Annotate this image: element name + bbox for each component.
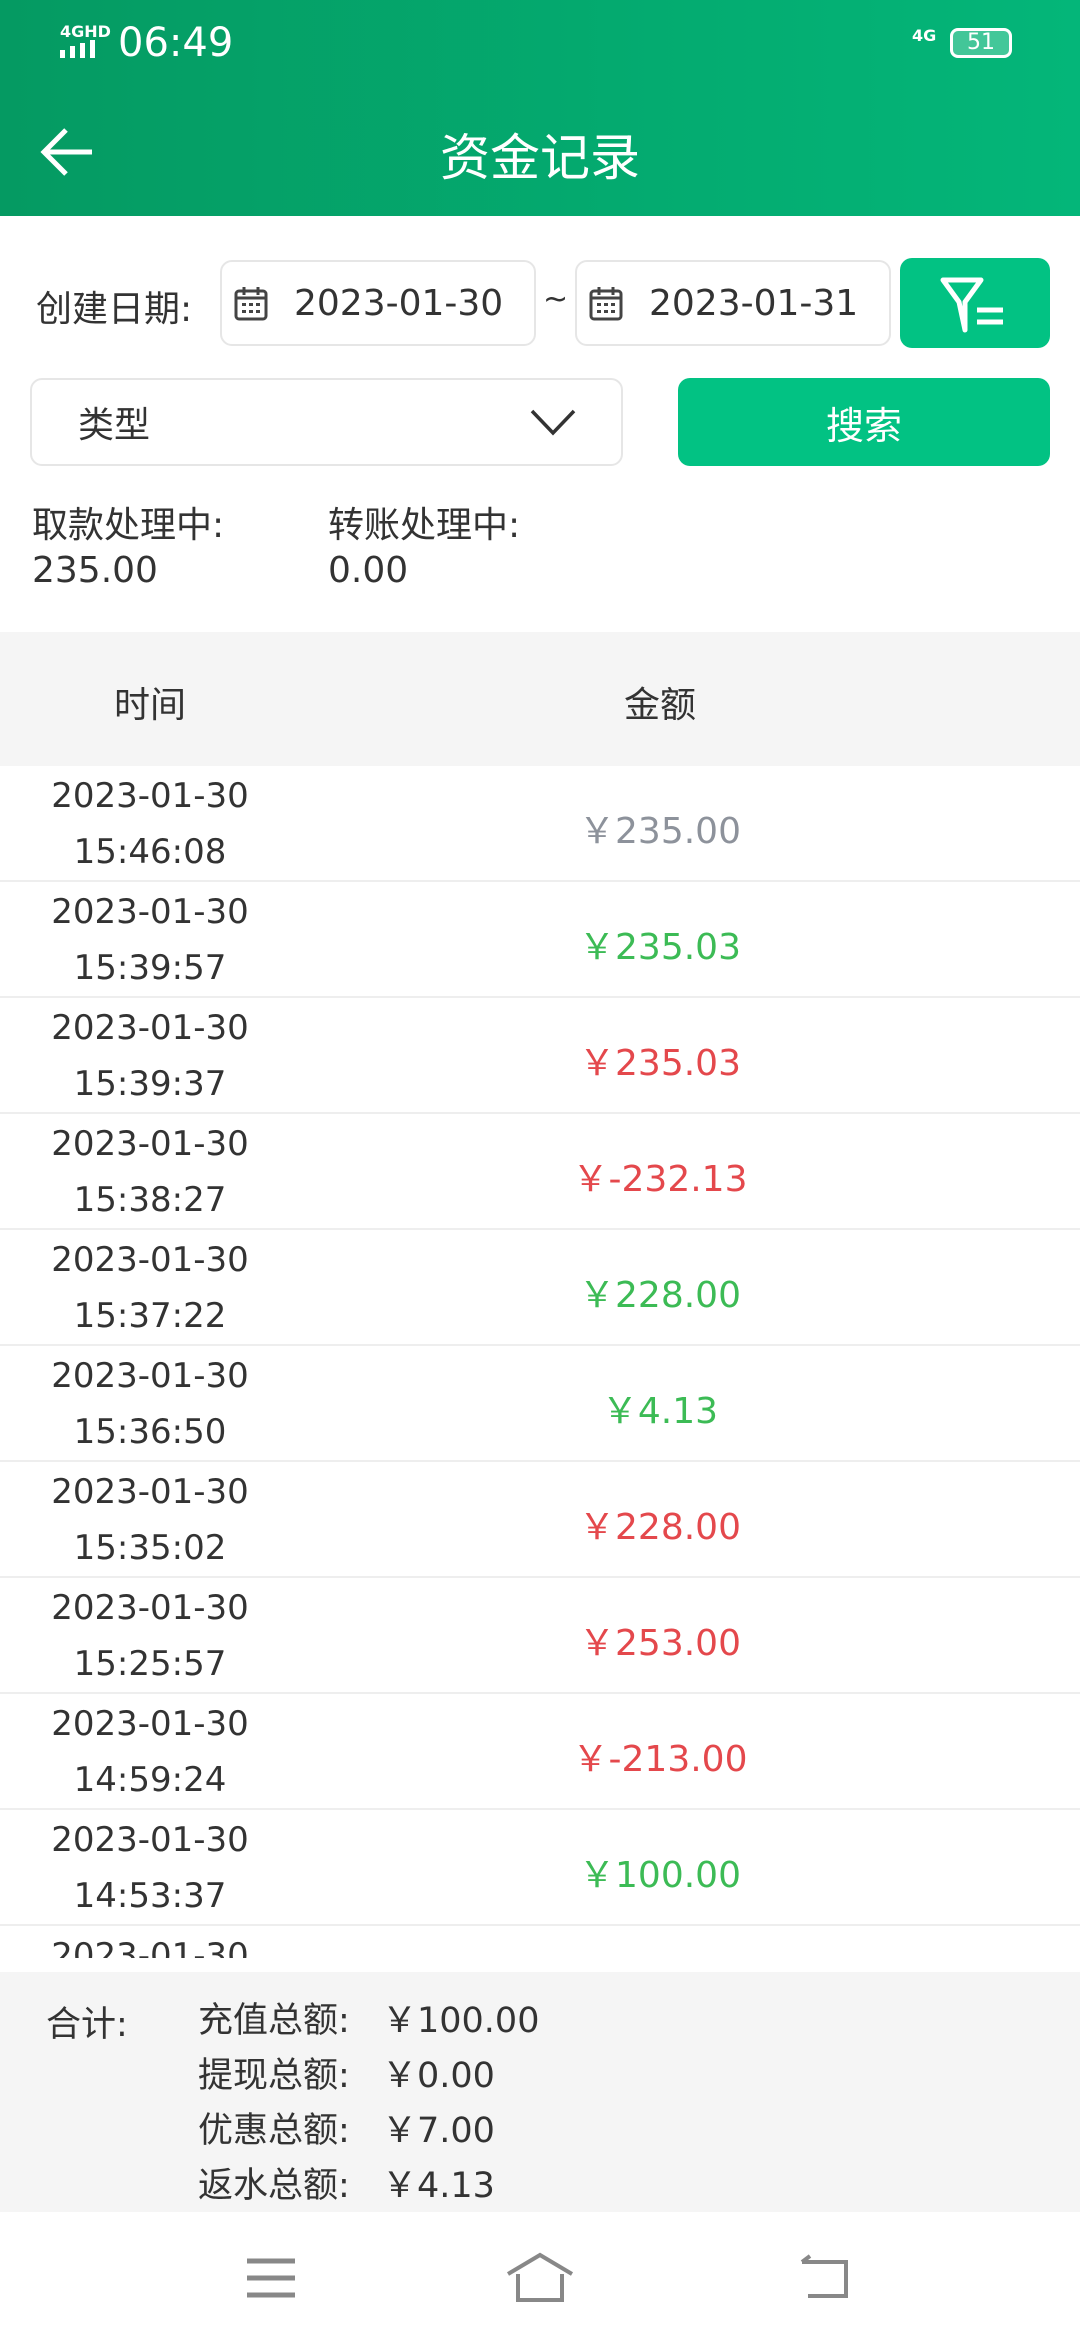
- back-nav-icon[interactable]: [796, 2254, 852, 2300]
- row-time: 15:38:27: [73, 1180, 227, 1220]
- end-date-value: 2023-01-31: [649, 282, 859, 324]
- network-right: 4G: [912, 26, 937, 45]
- back-button[interactable]: [36, 120, 100, 184]
- column-time: 时间: [113, 685, 186, 726]
- row-amount: ￥4.13: [601, 1391, 719, 1432]
- page-title: 资金记录: [440, 129, 640, 187]
- row-date: 2023-01-30: [51, 1820, 249, 1860]
- row-datetime: 2023-01-30 15:46:08: [0, 768, 300, 880]
- row-date: 2023-01-30: [51, 1240, 249, 1280]
- row-time: 14:59:24: [73, 1760, 227, 1800]
- column-amount: 金额: [623, 685, 696, 726]
- row-datetime: 2023-01-30 15:37:22: [0, 1232, 300, 1344]
- table-row[interactable]: 2023-01-30 15:38:27 ￥-232.13: [0, 1114, 1080, 1230]
- menu-icon[interactable]: [245, 2258, 297, 2298]
- date-label: 创建日期:: [36, 289, 193, 330]
- row-date: 2023-01-30: [51, 1472, 249, 1512]
- summary-item-label: 返水总额:: [198, 2166, 350, 2206]
- row-datetime: 2023-01-30 15:25:57: [0, 1580, 300, 1692]
- row-datetime: 2023-01-30 15:38:27: [0, 1116, 300, 1228]
- start-date-value: 2023-01-30: [294, 282, 504, 324]
- row-time: 15:46:08: [73, 832, 227, 872]
- row-amount: ￥228.00: [579, 1507, 741, 1548]
- summary-item-value: ￥100.00: [382, 2001, 540, 2041]
- row-time: 15:35:02: [73, 1528, 227, 1568]
- table-row[interactable]: 2023-01-30: [0, 1926, 1080, 1958]
- row-amount: ￥-213.00: [572, 1739, 748, 1780]
- table-row[interactable]: 2023-01-30 15:25:57 ￥253.00: [0, 1578, 1080, 1694]
- row-time: 15:25:57: [73, 1644, 227, 1684]
- type-select[interactable]: 类型: [30, 378, 623, 466]
- filter-button[interactable]: [900, 258, 1050, 348]
- summary-item-label: 提现总额:: [198, 2056, 350, 2096]
- calendar-icon: [589, 287, 623, 321]
- row-date: 2023-01-30: [51, 892, 249, 932]
- arrow-left-icon: [40, 128, 92, 176]
- row-datetime: 2023-01-30 15:39:37: [0, 1000, 300, 1112]
- row-time: 15:36:50: [73, 1412, 227, 1452]
- row-date: 2023-01-30: [51, 1356, 249, 1396]
- row-amount: ￥-232.13: [572, 1159, 748, 1200]
- network-indicator: 4GHD: [60, 22, 111, 41]
- system-nav-bar: [0, 2212, 1080, 2340]
- row-date: 2023-01-30: [51, 1704, 249, 1744]
- row-datetime: 2023-01-30 15:35:02: [0, 1464, 300, 1576]
- calendar-icon: [234, 287, 268, 321]
- type-select-value: 类型: [78, 405, 151, 446]
- table-row[interactable]: 2023-01-30 14:53:37 ￥100.00: [0, 1810, 1080, 1926]
- summary-panel: 合计: 充值总额: ￥100.00 提现总额: ￥0.00 优惠总额: ￥7.00 返水总额…: [0, 1972, 1080, 2212]
- battery-level: 51: [967, 30, 995, 55]
- row-time: 15:37:22: [73, 1296, 227, 1336]
- summary-item-value: ￥4.13: [382, 2166, 495, 2206]
- withdraw-pending-label: 取款处理中:: [32, 505, 225, 546]
- row-datetime: 2023-01-30 14:53:37: [0, 1812, 300, 1924]
- table-row[interactable]: 2023-01-30 15:39:57 ￥235.03: [0, 882, 1080, 998]
- start-date-input[interactable]: 2023-01-30: [220, 260, 536, 346]
- row-time: 15:39:57: [73, 948, 227, 988]
- summary-item-value: ￥0.00: [382, 2056, 495, 2096]
- clock: 06:49: [118, 20, 234, 66]
- summary-item-label: 充值总额:: [198, 2001, 350, 2041]
- row-amount: ￥235.03: [579, 927, 741, 968]
- row-date: 2023-01-30: [51, 1936, 249, 1958]
- table-row[interactable]: 2023-01-30 15:36:50 ￥4.13: [0, 1346, 1080, 1462]
- table-row[interactable]: 2023-01-30 15:46:08 ￥235.00: [0, 766, 1080, 882]
- filter-icon: [940, 277, 1003, 333]
- row-date: 2023-01-30: [51, 1008, 249, 1048]
- row-time: 15:39:37: [73, 1064, 227, 1104]
- row-date: 2023-01-30: [51, 1124, 249, 1164]
- search-button[interactable]: 搜索: [678, 378, 1050, 466]
- row-date: 2023-01-30: [51, 776, 249, 816]
- row-datetime: 2023-01-30 15:39:57: [0, 884, 300, 996]
- row-amount: ￥100.00: [579, 1855, 741, 1896]
- date-separator: ~: [543, 282, 569, 317]
- row-amount: ￥235.00: [579, 811, 741, 852]
- row-date: 2023-01-30: [51, 1588, 249, 1628]
- end-date-input[interactable]: 2023-01-31: [575, 260, 891, 346]
- withdraw-pending-value: 235.00: [32, 550, 158, 591]
- row-datetime: 2023-01-30: [0, 1928, 300, 1958]
- row-datetime: 2023-01-30 15:36:50: [0, 1348, 300, 1460]
- transfer-pending-value: 0.00: [328, 550, 409, 591]
- table-row[interactable]: 2023-01-30 14:59:24 ￥-213.00: [0, 1694, 1080, 1810]
- records-list[interactable]: 2023-01-30 15:46:08 ￥235.00 2023-01-30 15:39…: [0, 766, 1080, 1958]
- table-row[interactable]: 2023-01-30 15:37:22 ￥228.00: [0, 1230, 1080, 1346]
- table-row[interactable]: 2023-01-30 15:35:02 ￥228.00: [0, 1462, 1080, 1578]
- battery-icon: 51: [950, 28, 1012, 58]
- row-datetime: 2023-01-30 14:59:24: [0, 1696, 300, 1808]
- summary-item-label: 优惠总额:: [198, 2111, 350, 2151]
- transfer-pending-label: 转账处理中:: [328, 505, 521, 546]
- row-time: 14:53:37: [73, 1876, 227, 1916]
- summary-item-value: ￥7.00: [382, 2111, 495, 2151]
- summary-label: 合计:: [46, 2005, 128, 2045]
- row-amount: ￥228.00: [579, 1275, 741, 1316]
- row-amount: ￥253.00: [579, 1623, 741, 1664]
- app-header: 4GHD 06:49 4G 51 资金记录: [0, 0, 1080, 216]
- home-icon[interactable]: [504, 2252, 576, 2304]
- chevron-down-icon: [530, 409, 576, 436]
- table-row[interactable]: 2023-01-30 15:39:37 ￥235.03: [0, 998, 1080, 1114]
- table-header: 时间 金额: [0, 632, 1080, 766]
- signal-icon: [60, 40, 104, 58]
- row-amount: ￥235.03: [579, 1043, 741, 1084]
